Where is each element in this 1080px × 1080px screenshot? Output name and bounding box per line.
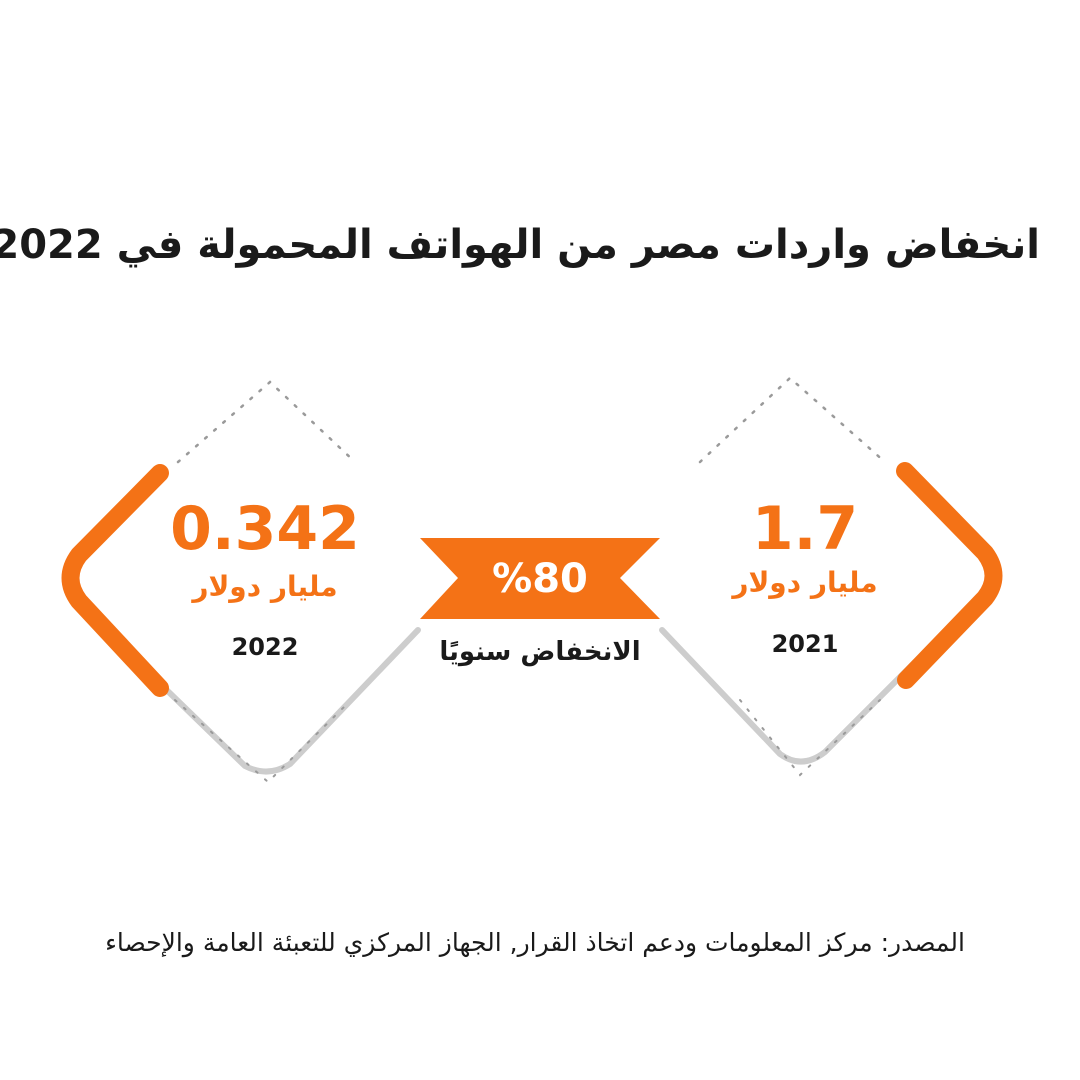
- left-card-value: 0.342: [170, 494, 360, 564]
- percent-ribbon: [420, 538, 660, 619]
- ribbon-label: الانخفاض سنويًا: [439, 637, 641, 667]
- right-diamond-outline: [698, 376, 887, 464]
- right-card-value: 1.7: [751, 494, 859, 564]
- left-card-year: 2022: [231, 633, 299, 661]
- source-note: المصدر: مركز المعلومات ودعم اتخاذ القرار…: [105, 928, 965, 957]
- ribbon-percent: %80: [492, 556, 588, 602]
- right-diamond-outline-bottom: [739, 699, 881, 777]
- left-bracket: [61, 464, 169, 697]
- left-diamond-outline: [176, 380, 357, 464]
- right-card-year: 2021: [771, 630, 839, 658]
- page-title: انخفاض واردات مصر من الهواتف المحمولة في…: [0, 222, 1040, 268]
- right-bracket: [896, 462, 1003, 689]
- right-card-unit: مليار دولار: [732, 566, 878, 599]
- right-diamond-shadow: [659, 589, 988, 765]
- left-diamond-shadow: [77, 603, 421, 775]
- left-card-unit: مليار دولار: [192, 570, 338, 603]
